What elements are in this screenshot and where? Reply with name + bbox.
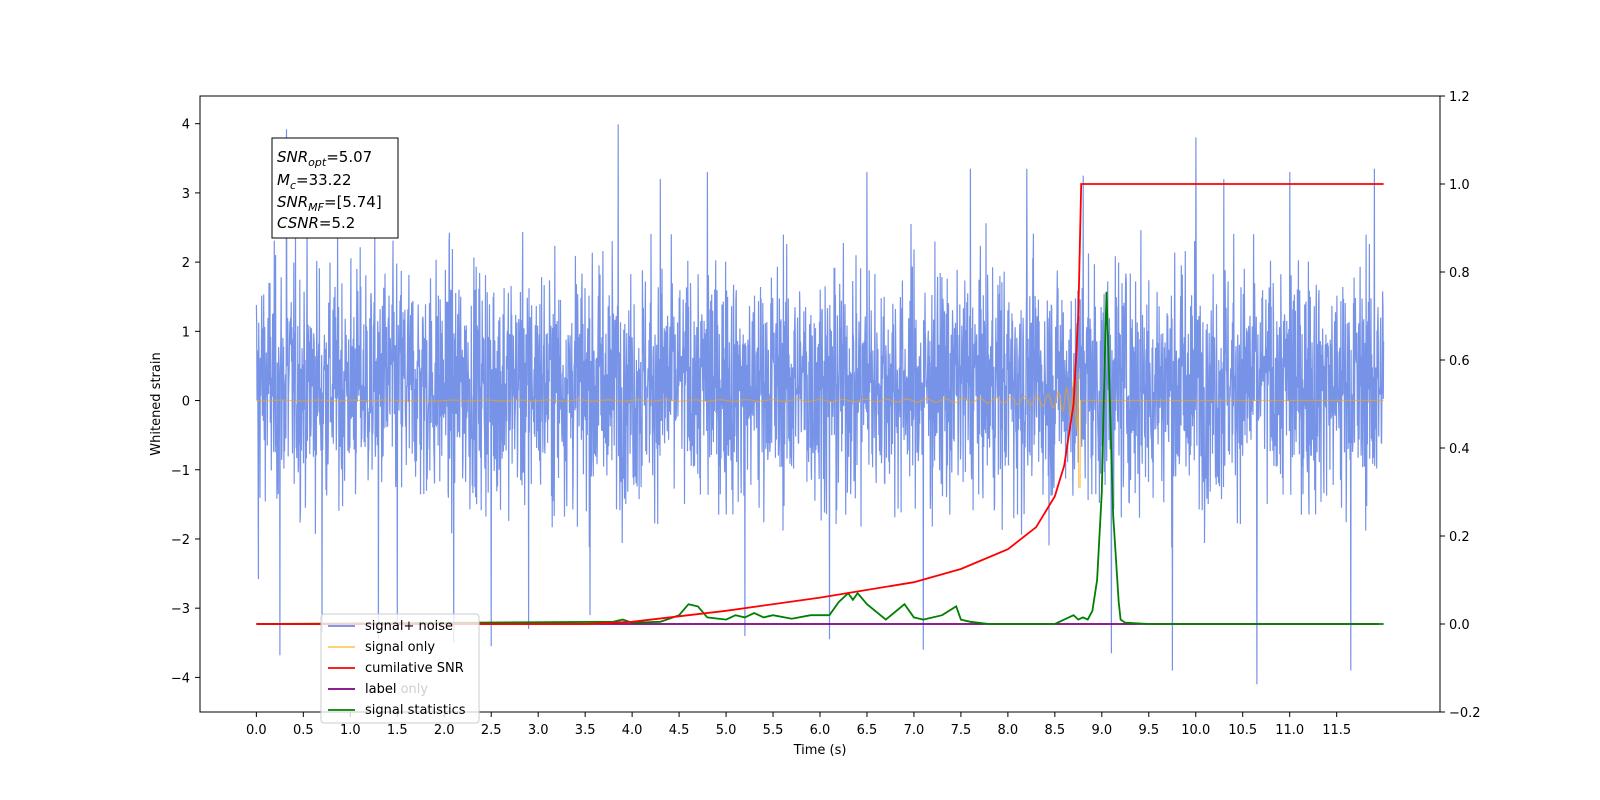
legend-label-cumulative-snr: cumilative SNR [365, 661, 464, 676]
y-tick-label-0: −4 [171, 671, 190, 686]
y-tick-label-7: 3 [182, 187, 190, 202]
x-tick-label-10: 5.0 [716, 723, 737, 738]
series-signal-plus-noise [255, 124, 1385, 685]
x-tick-label-5: 2.5 [481, 723, 502, 738]
annotation-csnr: CSNR=5.2 [277, 214, 355, 232]
x-tick-label-8: 4.0 [622, 723, 643, 738]
y-axis-label: Whitened strain [149, 352, 164, 455]
y-tick-label-8: 4 [182, 118, 190, 133]
y2-tick-label-6: 1.0 [1449, 178, 1470, 193]
y2-tick-label-4: 0.6 [1449, 354, 1470, 369]
annotation-box: SNRopt=5.07 Mc=33.22 SNRMF=[5.74] CSNR=5… [271, 137, 399, 239]
y2-tick-label-1: 0.0 [1449, 618, 1470, 633]
legend: signal+ noise signal only cumilative SNR… [320, 613, 480, 724]
x-tick-label-0: 0.0 [246, 723, 267, 738]
x-tick-label-17: 8.5 [1045, 723, 1066, 738]
x-tick-label-19: 9.5 [1138, 723, 1159, 738]
legend-label-label: label [365, 682, 396, 697]
legend-label-signal-plus-noise: signal+ noise [365, 619, 453, 634]
y2-tick-label-0: −0.2 [1449, 706, 1481, 721]
line-cumulative-snr [256, 183, 1384, 625]
x-axis-ticks: 0.0 0.5 1.0 1.5 2.0 2.5 3.0 3.5 4.0 4.5 5.0 5.5 6.0 6… [246, 712, 1351, 738]
line-signal-statistics [256, 291, 1384, 625]
x-tick-label-1: 0.5 [293, 723, 314, 738]
annotation-snr-mf: SNRMF=[5.74] [277, 193, 382, 214]
x-tick-label-20: 10.0 [1181, 723, 1210, 738]
x-tick-label-23: 11.5 [1322, 723, 1351, 738]
x-tick-label-15: 7.5 [951, 723, 972, 738]
annotation-chirp-mass: Mc=33.22 [277, 171, 352, 192]
x-tick-label-7: 3.5 [575, 723, 596, 738]
y2-tick-label-5: 0.8 [1449, 266, 1470, 281]
annotation-snr-opt: SNRopt=5.07 [277, 148, 372, 169]
legend-label-signal-statistics: signal statistics [365, 703, 466, 718]
y-axis-ticks: −4 −3 −2 −1 0 1 2 3 4 [171, 118, 200, 686]
y-tick-label-3: −1 [171, 464, 190, 479]
legend-label-label-only: label only [365, 682, 428, 697]
x-tick-label-14: 7.0 [904, 723, 925, 738]
x-tick-label-13: 6.5 [857, 723, 878, 738]
y2-tick-label-3: 0.4 [1449, 442, 1470, 457]
line-signal-plus-noise [255, 124, 1385, 685]
x-tick-label-3: 1.5 [387, 723, 408, 738]
y-tick-label-6: 2 [182, 256, 190, 271]
y2-tick-label-7: 1.2 [1449, 90, 1470, 105]
x-tick-label-4: 2.0 [434, 723, 455, 738]
y-tick-label-4: 0 [182, 395, 190, 410]
x-tick-label-11: 5.5 [763, 723, 784, 738]
x-tick-label-21: 10.5 [1228, 723, 1257, 738]
y-tick-label-2: −2 [171, 533, 190, 548]
x-tick-label-9: 4.5 [669, 723, 690, 738]
y-tick-label-5: 1 [182, 325, 190, 340]
x-tick-label-22: 11.0 [1275, 723, 1304, 738]
x-tick-label-16: 8.0 [998, 723, 1019, 738]
series-signal-only [256, 371, 1384, 488]
line-signal-only [256, 371, 1384, 488]
y2-axis-ticks: −0.2 0.0 0.2 0.4 0.6 0.8 1.0 1.2 [1440, 90, 1481, 721]
legend-label-signal-only: signal only [365, 640, 435, 655]
y2-tick-label-2: 0.2 [1449, 530, 1470, 545]
x-tick-label-12: 6.0 [810, 723, 831, 738]
x-axis-label: Time (s) [793, 743, 847, 758]
x-tick-label-18: 9.0 [1091, 723, 1112, 738]
y-tick-label-1: −3 [171, 602, 190, 617]
x-tick-label-2: 1.0 [340, 723, 361, 738]
x-tick-label-6: 3.0 [528, 723, 549, 738]
